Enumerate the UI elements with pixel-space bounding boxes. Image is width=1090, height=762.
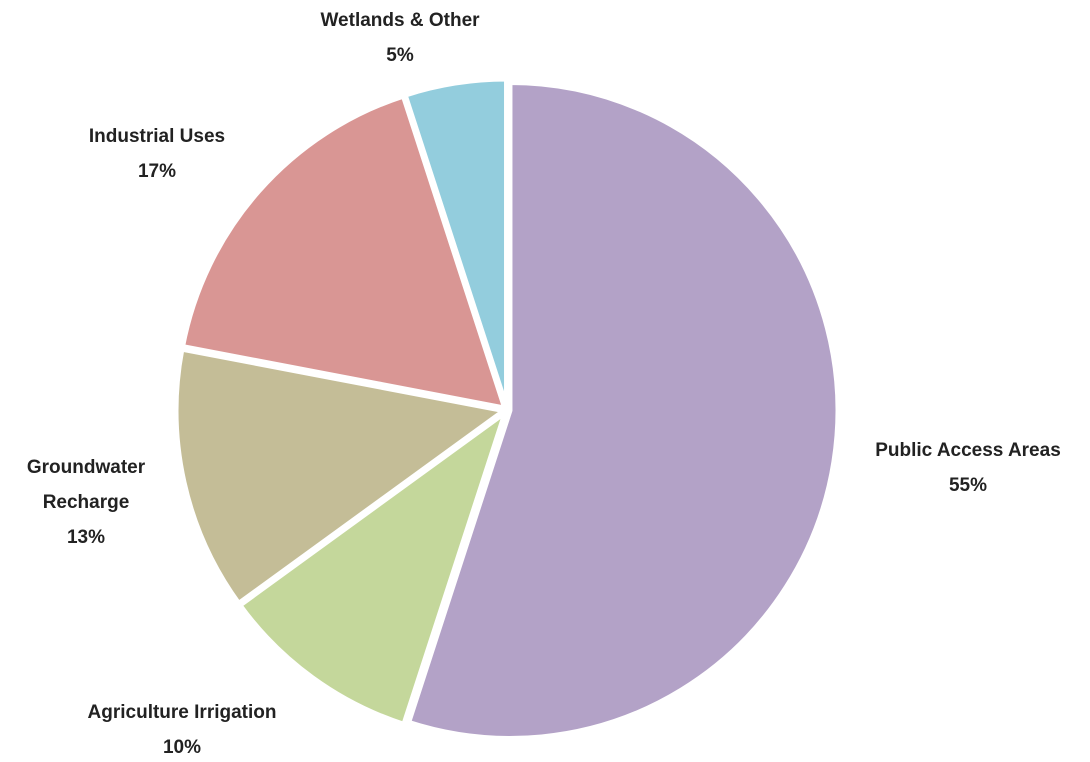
pie-label-wetlands-and-other: Wetlands & Other 5% [320,10,480,66]
pie-label-industrial-uses: Industrial Uses 17% [89,126,225,182]
pie-slice-industrial-uses [180,93,508,411]
pie-slice-groundwater-recharge [173,346,507,606]
pie-slice-public-access-areas [406,79,841,741]
pie-labels: Public Access Areas 55% Agriculture Irriga… [27,10,1061,758]
pie-label-public-access-areas: Public Access Areas 55% [875,440,1061,496]
pie-slice-wetlands-and-other [402,76,510,410]
pie-slices [173,76,841,741]
pie-slice-agriculture-irrigation [237,409,508,727]
pie-label-groundwater-recharge: Groundwater Recharge 13% [27,457,146,548]
pie-label-agriculture-irrigation: Agriculture Irrigation 10% [88,702,277,757]
